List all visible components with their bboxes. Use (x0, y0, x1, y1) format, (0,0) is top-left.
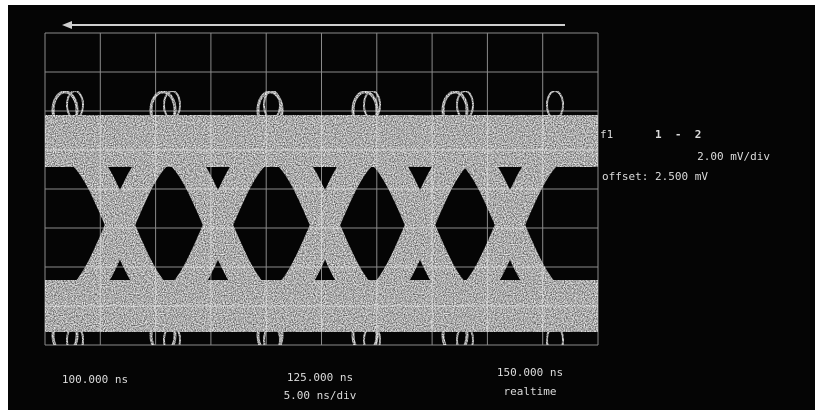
overshoot (263, 90, 281, 120)
undershoot (66, 325, 84, 345)
undershoot (256, 315, 284, 345)
undershoot (546, 325, 564, 345)
undershoot (351, 315, 379, 345)
overshoot (351, 90, 379, 130)
time-right: 150.000 ns (497, 366, 563, 379)
overshoot (363, 90, 381, 120)
channel-offset: offset: 2.500 mV (602, 170, 708, 183)
overshoot (51, 90, 79, 130)
time-center: 125.000 ns (287, 371, 353, 384)
time-left: 100.000 ns (62, 373, 128, 386)
overshoot (149, 90, 177, 130)
channel-label: f1 (600, 128, 613, 141)
undershoot (363, 325, 381, 345)
overshoot (163, 90, 181, 120)
acquisition-mode: realtime (504, 385, 557, 398)
crossing (366, 137, 474, 313)
crossing (456, 137, 564, 313)
undershoot (441, 315, 469, 345)
undershoot (149, 315, 177, 345)
channel-source: 1 - 2 (655, 128, 701, 141)
crossing (271, 137, 379, 313)
undershoot (163, 325, 181, 345)
undershoot (456, 325, 474, 345)
channel-scale: 2.00 mV/div (697, 150, 770, 163)
overshoot (66, 90, 84, 120)
overshoot (441, 90, 469, 130)
overshoot (546, 90, 564, 120)
upper-rail (45, 115, 598, 167)
crossing (164, 137, 272, 313)
crossing (66, 137, 174, 313)
time-per-div: 5.00 ns/div (284, 389, 357, 402)
undershoot (51, 315, 79, 345)
eye-pattern (45, 90, 598, 345)
undershoot (263, 325, 281, 345)
overshoot (456, 90, 474, 120)
lower-rail (45, 280, 598, 332)
acquisition-arrow (62, 21, 72, 29)
